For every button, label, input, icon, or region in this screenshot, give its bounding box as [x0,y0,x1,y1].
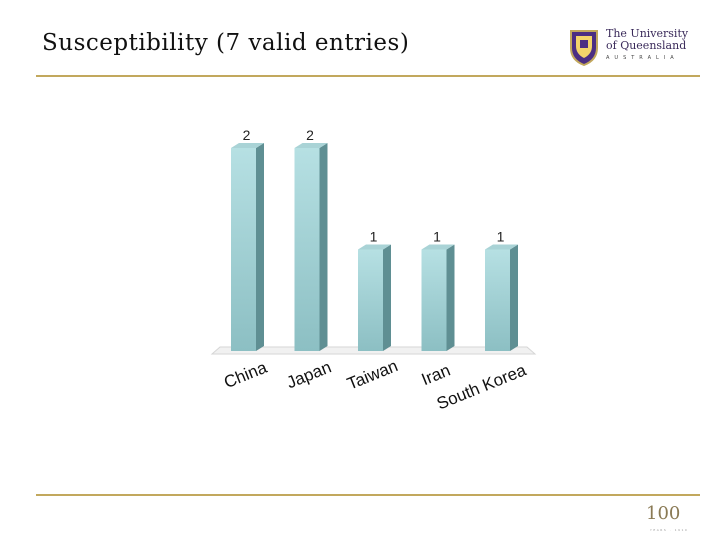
title-divider [36,75,700,77]
bar-top [421,244,455,250]
category-tick-label: China [221,358,270,392]
logo-line-2: of Queensland [606,39,687,52]
data-label: 1 [433,229,441,245]
centenary-logo: 100 YEARS · 1910 [646,503,688,532]
footer-divider [36,494,700,496]
bar-top [358,244,391,250]
bar-side [383,244,391,351]
bar-japan [294,143,328,351]
data-label: 2 [306,127,314,143]
bar-top [294,143,328,148]
bar-front [485,249,510,351]
logo-line-1: The University [606,27,689,40]
bar-front [358,249,383,351]
bar-south-korea [485,244,518,351]
data-label: 1 [370,229,378,245]
category-tick-label: Taiwan [344,356,400,393]
bar-side [319,143,328,351]
bar-top [485,244,518,250]
bar-side [510,244,518,351]
crest-icon [570,30,598,66]
centenary-subtitle: YEARS · 1910 [650,528,688,532]
logo-line-3: AUSTRALIA [606,55,679,61]
slide-title: Susceptibility (7 valid entries) [42,30,410,56]
category-tick-label: Iran [419,361,453,390]
university-logo: The University of Queensland AUSTRALIA [568,28,708,70]
bar-front [294,148,320,351]
bar-iran [421,244,455,351]
data-label: 1 [497,229,505,245]
bar-china [231,143,264,351]
bar-front [421,249,447,351]
category-tick-label: Japan [284,357,334,392]
bar-side [256,143,264,351]
bar-top [231,143,264,148]
bar-taiwan [358,244,391,351]
data-label: 2 [243,127,251,143]
bar-side [446,244,455,351]
bar-front [231,148,256,351]
centenary-number: 100 [646,503,680,524]
